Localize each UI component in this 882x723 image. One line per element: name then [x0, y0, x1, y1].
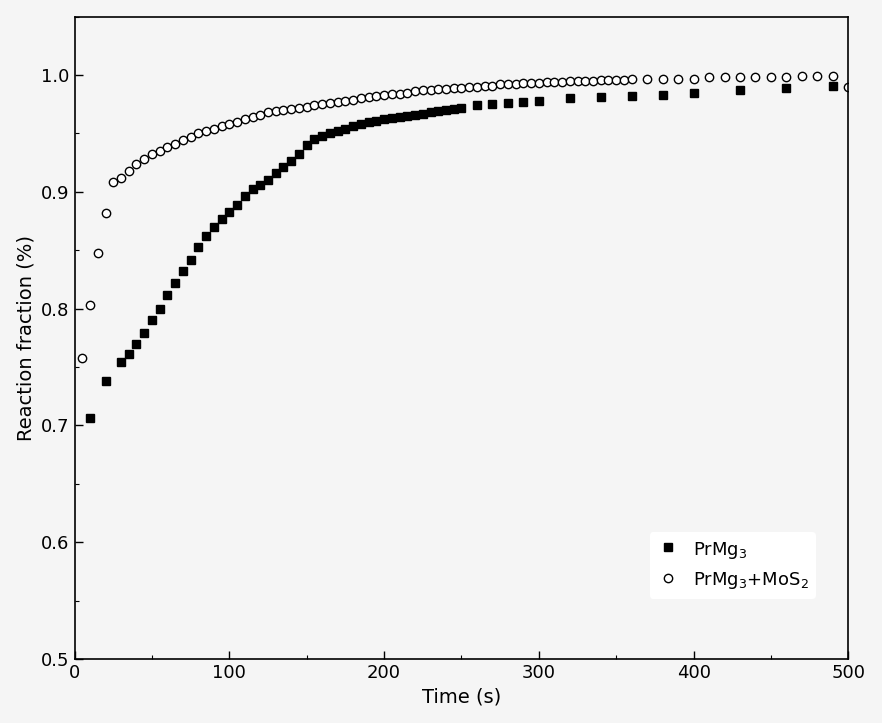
PrMg$_3$+MoS$_2$ — [580, 77, 591, 85]
PrMg$_3$ — [177, 267, 188, 275]
PrMg$_3$ — [255, 181, 265, 189]
Line: PrMg$_3$+MoS$_2$: PrMg$_3$+MoS$_2$ — [78, 72, 853, 362]
PrMg$_3$+MoS$_2$ — [642, 74, 653, 83]
PrMg$_3$+MoS$_2$ — [843, 82, 854, 91]
X-axis label: Time (s): Time (s) — [422, 688, 501, 706]
Line: PrMg$_3$: PrMg$_3$ — [86, 82, 837, 422]
Legend: PrMg$_3$, PrMg$_3$+MoS$_2$: PrMg$_3$, PrMg$_3$+MoS$_2$ — [650, 532, 816, 599]
PrMg$_3$ — [247, 185, 258, 194]
PrMg$_3$ — [232, 200, 243, 209]
PrMg$_3$ — [386, 114, 397, 123]
PrMg$_3$+MoS$_2$ — [796, 72, 807, 80]
PrMg$_3$+MoS$_2$ — [108, 178, 118, 187]
PrMg$_3$+MoS$_2$ — [146, 150, 157, 159]
PrMg$_3$+MoS$_2$ — [77, 354, 87, 362]
Y-axis label: Reaction fraction (%): Reaction fraction (%) — [17, 235, 35, 441]
PrMg$_3$ — [216, 214, 227, 223]
PrMg$_3$+MoS$_2$ — [394, 90, 405, 98]
PrMg$_3$ — [85, 414, 95, 423]
PrMg$_3$ — [827, 81, 838, 90]
PrMg$_3$+MoS$_2$ — [93, 248, 103, 257]
